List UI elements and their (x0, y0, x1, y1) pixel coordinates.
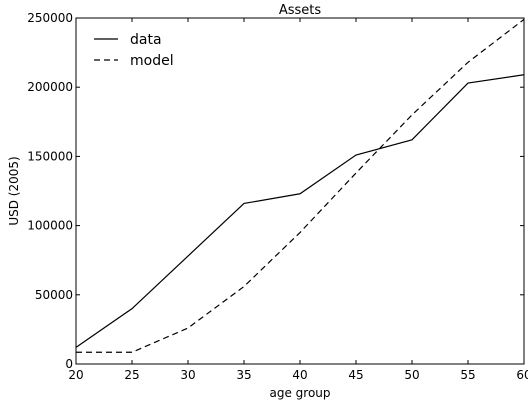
legend-label-model: model (130, 53, 174, 69)
x-tick-labels: 20 25 30 35 40 45 50 55 60 (68, 368, 528, 382)
x-axis-label: age group (269, 386, 330, 400)
legend: data model (94, 32, 174, 69)
x-tick-label: 45 (348, 368, 363, 382)
x-tick-label: 40 (292, 368, 307, 382)
y-axis-label: USD (2005) (7, 156, 21, 225)
x-tick-label: 60 (516, 368, 528, 382)
y-tick-label: 150000 (27, 149, 73, 163)
x-tick-label: 30 (180, 368, 195, 382)
plot-area (75, 17, 525, 365)
y-tick-labels: 0 50000 100000 150000 200000 250000 (27, 11, 73, 371)
y-tick-label: 100000 (27, 219, 73, 233)
y-tick-label: 0 (65, 357, 73, 371)
series-layer (75, 18, 525, 353)
x-tick-label: 25 (124, 368, 139, 382)
x-tick-label: 50 (404, 368, 419, 382)
series-line-model (76, 18, 525, 353)
x-tick-label: 55 (460, 368, 475, 382)
ticks-layer (75, 17, 525, 365)
y-tick-label: 50000 (35, 288, 73, 302)
x-tick-label: 35 (236, 368, 251, 382)
y-tick-label: 250000 (27, 11, 73, 25)
y-tick-label: 200000 (27, 80, 73, 94)
chart-title: Assets (279, 3, 322, 18)
series-line-data (75, 74, 525, 348)
plot-frame (75, 17, 525, 365)
legend-label-data: data (130, 32, 162, 48)
x-tick-label: 20 (68, 368, 83, 382)
